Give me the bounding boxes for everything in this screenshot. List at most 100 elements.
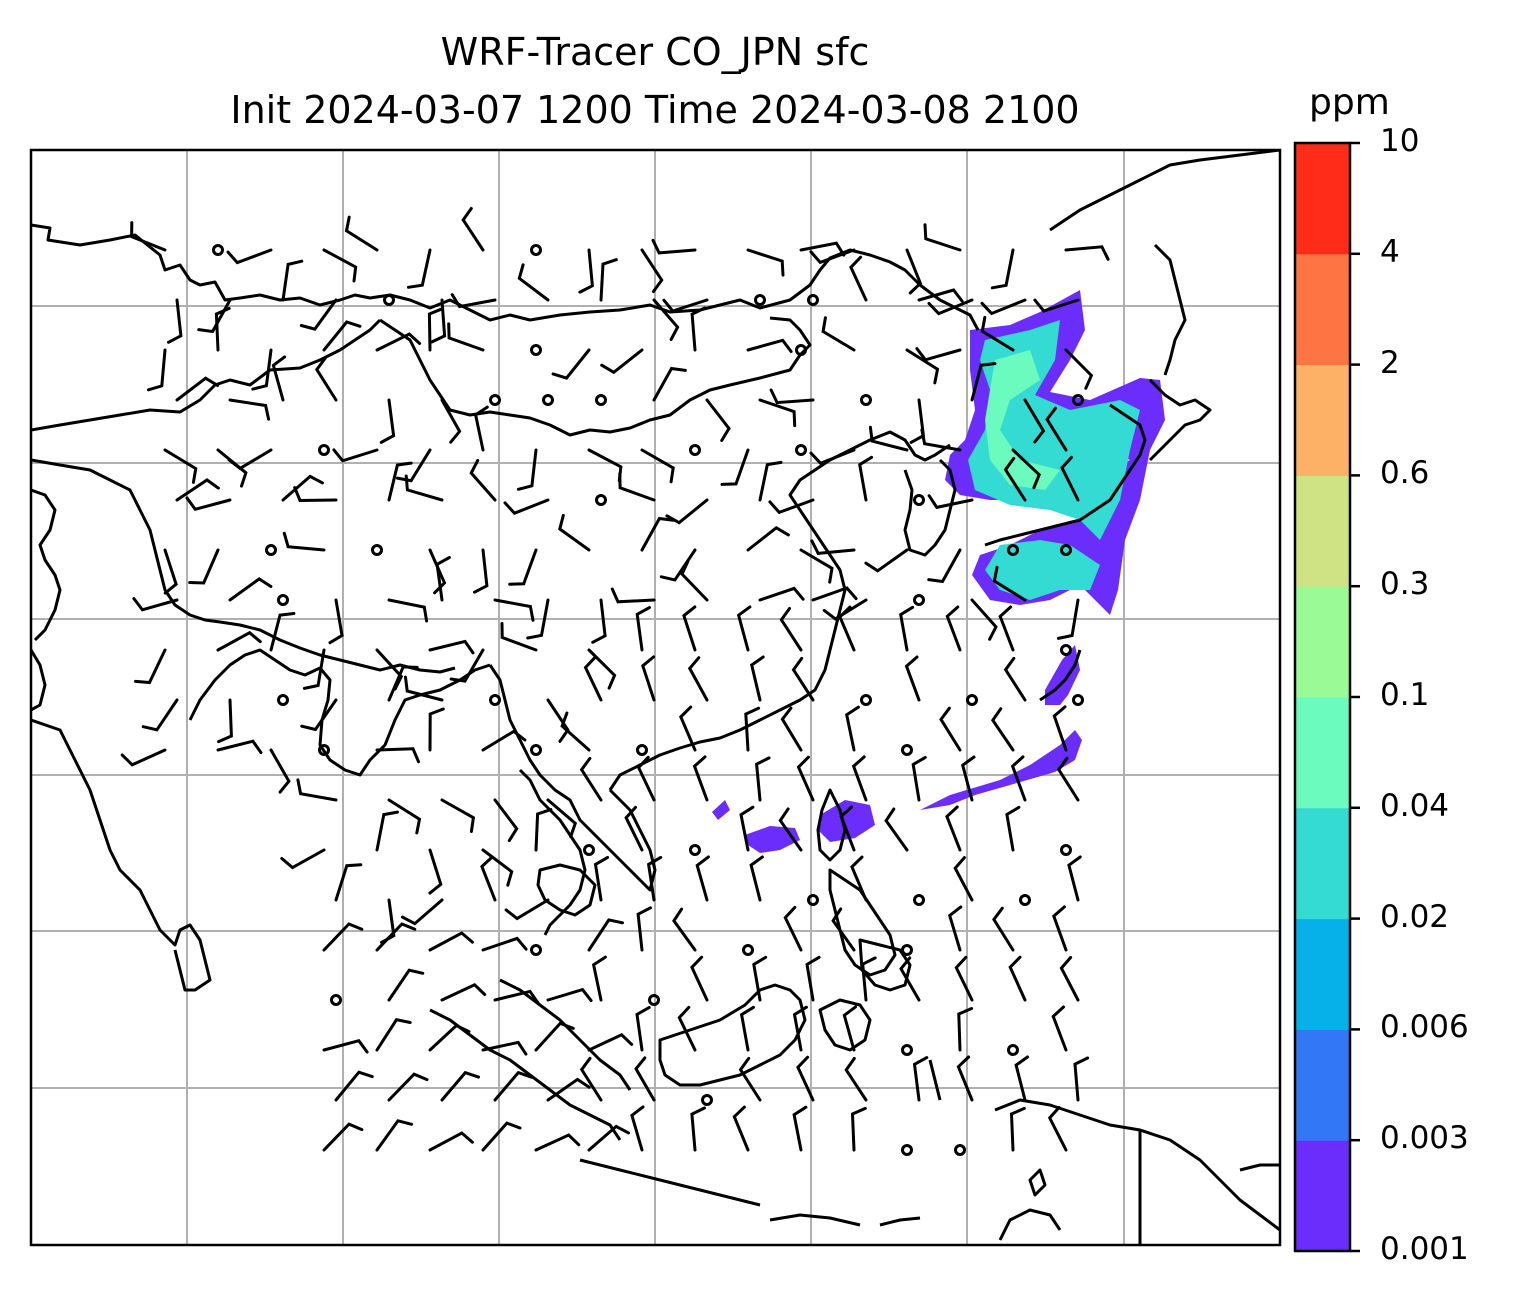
wind-barb [599, 258, 618, 302]
calm-wind-circle [901, 1044, 913, 1056]
wind-barb [677, 1005, 697, 1052]
colorbar-tick-label: 0.001 [1380, 1231, 1469, 1267]
wind-barb [736, 605, 752, 652]
wind-barb [1059, 956, 1080, 1002]
colorbar-segment [1295, 143, 1350, 255]
colorbar-segment [1295, 364, 1350, 476]
wind-barb [387, 1072, 429, 1102]
calm-wind-circle [795, 344, 807, 356]
wind-barb [546, 987, 593, 1003]
calm-wind-circle [901, 1144, 913, 1156]
wind-barb [1033, 298, 1080, 313]
wind-barb [636, 755, 656, 802]
wind-barb [500, 622, 538, 652]
calm-wind-circle [913, 594, 925, 606]
wind-barb [428, 707, 445, 752]
wind-barb [600, 348, 644, 375]
wind-barb [130, 221, 167, 252]
calm-wind-circle [807, 894, 819, 906]
map-subtitle: Init 2024-03-07 1200 Time 2024-03-08 210… [230, 88, 1080, 132]
wind-barb [746, 338, 793, 353]
colorbar-tick-label: 4 [1380, 233, 1400, 270]
calm-wind-circle [265, 544, 277, 556]
wind-barb [146, 348, 167, 392]
wind-barb [281, 259, 304, 302]
wind-barb [440, 1070, 480, 1102]
calm-wind-circle [1060, 844, 1072, 856]
wind-barb [251, 348, 273, 391]
wind-barb [635, 606, 651, 652]
wind-barb [690, 955, 709, 1002]
colorbar-tick-label: 10 [1380, 123, 1420, 159]
wind-barb [228, 398, 271, 421]
colorbar-tick-label: 2 [1380, 344, 1400, 381]
calm-wind-circle [383, 294, 395, 306]
wind-barb [435, 556, 451, 602]
wind-barb [905, 248, 923, 295]
colorbar-unit: ppm [1309, 82, 1390, 123]
wind-barb [1045, 406, 1068, 452]
wind-barb [328, 598, 344, 645]
wind-barb [792, 1105, 808, 1152]
wind-barb [387, 461, 413, 502]
calm-wind-circle [966, 694, 978, 706]
wind-barb [587, 1033, 634, 1052]
wind-barb [375, 922, 417, 952]
wind-barb [591, 598, 607, 644]
wind-barb [447, 322, 485, 352]
wind-barb [630, 1105, 645, 1152]
wind-barb [758, 460, 783, 502]
wind-barb [750, 655, 765, 702]
wind-barb [850, 1106, 867, 1152]
wind-barb [912, 1056, 929, 1102]
wind-barb [844, 1057, 868, 1102]
wind-barb [839, 805, 856, 852]
wind-barb [1060, 455, 1080, 502]
wind-barb [752, 955, 768, 1002]
wind-barb [300, 698, 338, 732]
wind-barb [705, 398, 731, 442]
calm-wind-circle [860, 694, 872, 706]
wind-barb [132, 597, 179, 612]
wind-barb [217, 698, 233, 744]
wind-barb [375, 332, 422, 352]
wind-barb [778, 807, 803, 852]
calm-wind-circle [583, 844, 595, 856]
wind-barb [851, 755, 868, 802]
wind-barb [945, 605, 962, 652]
wind-barb [1073, 1056, 1090, 1102]
wind-barb [1047, 1106, 1068, 1152]
wind-barb [226, 248, 273, 265]
wind-barb [375, 747, 420, 764]
wind-barb [296, 778, 338, 802]
colorbar-segment [1295, 586, 1350, 698]
wind-barb [440, 983, 487, 1002]
wind-barb [216, 739, 263, 755]
calm-wind-circle [277, 594, 289, 606]
wind-barb [939, 706, 962, 752]
wind-barb [956, 1055, 974, 1102]
wind-barb [821, 316, 856, 352]
wind-barb [805, 955, 821, 1002]
wind-barb [534, 1133, 581, 1152]
wind-barb [917, 288, 964, 303]
wind-barb [578, 248, 594, 294]
wind-barb [842, 1005, 857, 1052]
wind-barb [905, 348, 940, 385]
wind-barb [587, 1124, 630, 1152]
calm-wind-circle [754, 294, 766, 306]
wind-barb [1051, 1005, 1068, 1052]
calm-wind-circle [318, 744, 330, 756]
wind-barb [517, 263, 550, 302]
calm-wind-circle [807, 294, 819, 306]
wind-barb [634, 1056, 656, 1102]
calm-wind-circle [530, 744, 542, 756]
wind-barb [379, 398, 396, 444]
wind-barb [583, 655, 603, 702]
wind-barb [640, 516, 675, 552]
calm-wind-circle [1060, 544, 1072, 556]
wind-barb [945, 805, 962, 852]
colorbar-tick-label: 0.1 [1380, 677, 1430, 713]
wind-barb [811, 586, 858, 602]
